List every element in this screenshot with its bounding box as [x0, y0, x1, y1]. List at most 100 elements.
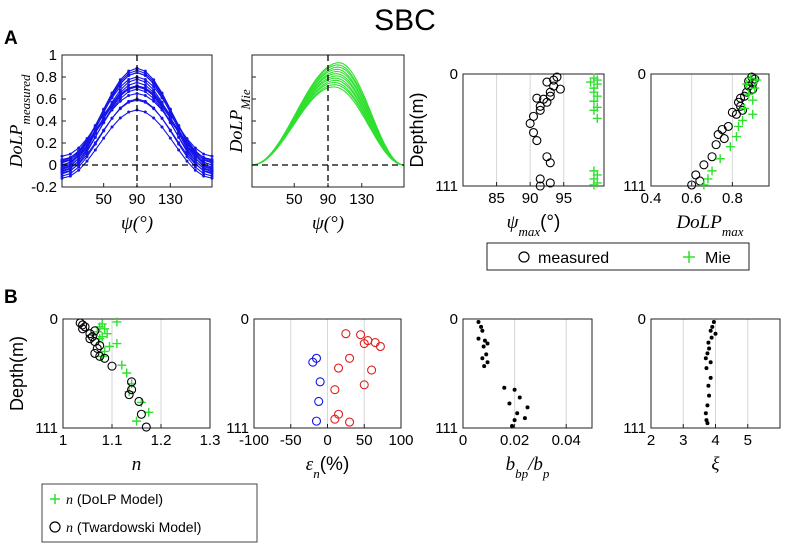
series-point [93, 125, 97, 129]
series-point [118, 88, 122, 92]
series-point [127, 100, 131, 104]
x-tick-label: 95 [555, 190, 572, 207]
scatter-point [709, 335, 714, 340]
scatter-point [144, 407, 154, 417]
scatter-point [592, 91, 602, 101]
legend-top-box [486, 242, 750, 271]
series-point [185, 148, 189, 152]
series-point [93, 148, 97, 152]
scatter-point [479, 324, 484, 329]
y-tick-label-part: 1 [49, 47, 57, 64]
scatter-point [136, 397, 146, 407]
y-tick-label-part: 0 [450, 66, 458, 83]
scatter-point [476, 319, 481, 324]
x-tick-label: 0.4 [641, 190, 662, 207]
x-axis-label-part: b [506, 454, 516, 475]
scatter-point [330, 414, 340, 424]
scatter-point [127, 379, 137, 389]
y-axis-label: Depth(m) [7, 336, 27, 411]
scatter-point [85, 329, 95, 339]
series-point [152, 81, 156, 85]
series-point [60, 160, 64, 164]
scatter-point [704, 366, 709, 371]
scatter-point [695, 176, 705, 186]
y-tick-label: 0 [638, 66, 646, 83]
scatter-point [748, 95, 758, 105]
series-point [160, 96, 164, 100]
series-point [143, 100, 147, 104]
scatter-point [744, 89, 754, 99]
series-point [210, 176, 214, 180]
scatter-point [706, 340, 711, 345]
scatter-point [92, 343, 102, 354]
scatter-point [552, 72, 562, 82]
series-point [177, 125, 181, 129]
chart-a1: 50 90 130 -0.2 0 0.2 0.4 0.6 0.8 1 ψ(°) DoLPmeasure… [6, 47, 214, 234]
scatter-point [707, 152, 717, 162]
series-point [60, 169, 64, 172]
x-axis-label-part: ψ(°) [121, 213, 153, 234]
x-tick-label-part: -50 [280, 432, 302, 449]
scatter-point [708, 328, 713, 333]
x-tick-label-part: 50 [286, 191, 303, 208]
series-point [135, 92, 139, 95]
scatter-point [731, 109, 741, 119]
y-tick-label: 1 [49, 47, 57, 64]
y-tick-label-part: 111 [623, 178, 646, 195]
scatter-point [485, 360, 490, 365]
series-point [202, 166, 206, 170]
scatter-point [359, 380, 369, 390]
x-tick-label-part: 0 [323, 432, 331, 449]
x-tick-label: 0.8 [722, 190, 743, 207]
scatter-point [482, 338, 487, 343]
legend-marker-open-circle [49, 521, 61, 533]
series-point [152, 116, 156, 120]
x-axis-label-part: ξ [711, 454, 720, 475]
series-point [143, 83, 147, 87]
y-tick-label: 0 [241, 311, 249, 328]
series-point [143, 80, 147, 84]
x-tick-label-part: 90 [522, 190, 539, 207]
series-point [110, 101, 114, 105]
series-point [143, 78, 147, 82]
legend-top-item-measured: measured [518, 250, 609, 267]
series-point [143, 93, 147, 97]
series-point [210, 154, 214, 158]
x-axis-label: ψ(°) [121, 213, 153, 234]
series-point [68, 169, 72, 173]
x-tick-label-part: 1.1 [102, 432, 123, 449]
scatter-point [122, 368, 132, 378]
series-point [127, 69, 131, 73]
series-point [193, 168, 197, 172]
legend-n-symbol: n [66, 493, 73, 508]
scatter-point [715, 154, 725, 164]
scatter-point [95, 340, 105, 351]
series-point [102, 116, 106, 120]
series-point [202, 161, 206, 165]
y-tick-label-part: 0 [638, 311, 646, 328]
x-axis-label-part: n [313, 466, 320, 481]
series-point [127, 86, 131, 90]
y-axis-label-part: DoLP [6, 125, 26, 169]
scatter-point [90, 326, 100, 336]
scatter-point [705, 421, 710, 426]
series-point [168, 119, 172, 123]
series-line [251, 77, 405, 166]
scatter-point [127, 385, 137, 395]
scatter-point [107, 361, 117, 371]
y-tick-label: 111 [623, 178, 646, 195]
series-point [193, 156, 197, 160]
y-axis-label-part: Mie [238, 89, 253, 110]
scatter-point [512, 387, 517, 392]
series-point [77, 165, 81, 169]
series-point [102, 128, 106, 132]
scatter-point [708, 360, 713, 365]
series-point [193, 150, 197, 154]
scatter-point [707, 166, 717, 176]
scatter-point [705, 403, 710, 408]
scatter-point [80, 322, 90, 332]
scatter-point [532, 136, 542, 146]
scatter-point [333, 363, 344, 373]
